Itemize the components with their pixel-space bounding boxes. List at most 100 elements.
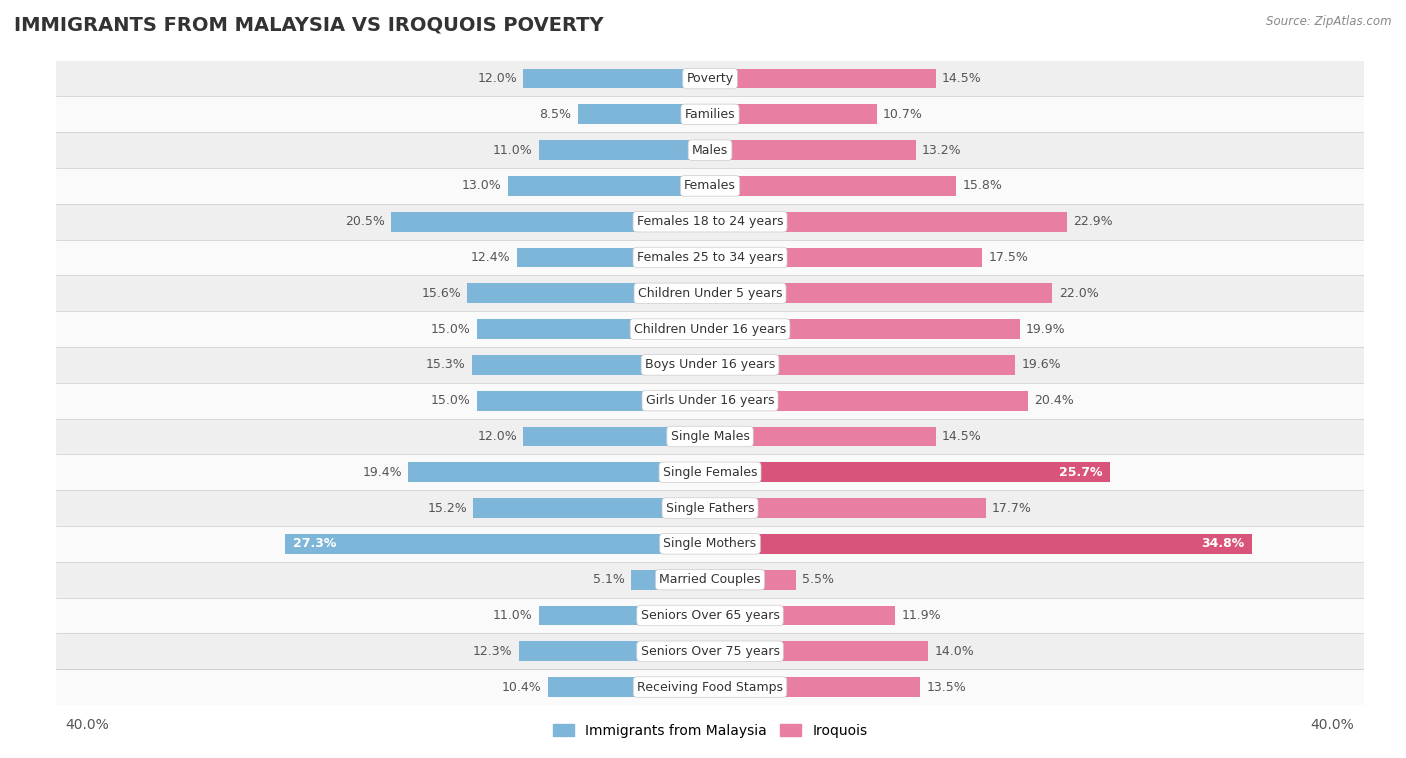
Text: 10.7%: 10.7% (883, 108, 922, 121)
Bar (56, 383, 1364, 418)
Bar (710, 391, 1028, 411)
Text: Single Mothers: Single Mothers (664, 537, 756, 550)
Text: 17.5%: 17.5% (988, 251, 1029, 264)
Text: 19.9%: 19.9% (1026, 323, 1066, 336)
Bar (56, 597, 1364, 634)
Bar (523, 427, 710, 446)
Bar (631, 570, 710, 590)
Text: 15.2%: 15.2% (427, 502, 467, 515)
Text: 25.7%: 25.7% (1059, 465, 1102, 479)
Bar (474, 498, 710, 518)
Text: 15.3%: 15.3% (426, 359, 465, 371)
Bar (710, 319, 1019, 339)
Bar (710, 283, 1053, 303)
Text: 12.3%: 12.3% (472, 645, 512, 658)
Text: 15.0%: 15.0% (430, 323, 470, 336)
Text: 14.5%: 14.5% (942, 72, 981, 85)
Text: 12.4%: 12.4% (471, 251, 510, 264)
Bar (710, 427, 936, 446)
Bar (710, 355, 1015, 374)
Text: 12.0%: 12.0% (477, 72, 517, 85)
Bar (710, 606, 896, 625)
Text: 22.0%: 22.0% (1059, 287, 1098, 300)
Text: 17.7%: 17.7% (991, 502, 1032, 515)
Legend: Immigrants from Malaysia, Iroquois: Immigrants from Malaysia, Iroquois (547, 718, 873, 743)
Text: 20.5%: 20.5% (344, 215, 385, 228)
Bar (710, 105, 876, 124)
Text: 5.1%: 5.1% (592, 573, 624, 586)
Text: Receiving Food Stamps: Receiving Food Stamps (637, 681, 783, 694)
Bar (508, 176, 710, 196)
Bar (56, 526, 1364, 562)
Bar (477, 319, 710, 339)
Bar (472, 355, 710, 374)
Bar (467, 283, 710, 303)
Text: 22.9%: 22.9% (1073, 215, 1112, 228)
Text: 11.0%: 11.0% (494, 143, 533, 157)
Bar (56, 168, 1364, 204)
Text: Seniors Over 65 years: Seniors Over 65 years (641, 609, 779, 622)
Text: 14.5%: 14.5% (942, 430, 981, 443)
Bar (56, 96, 1364, 132)
Text: Families: Families (685, 108, 735, 121)
Bar (56, 132, 1364, 168)
Text: 11.0%: 11.0% (494, 609, 533, 622)
Text: Poverty: Poverty (686, 72, 734, 85)
Text: 12.0%: 12.0% (477, 430, 517, 443)
Bar (56, 418, 1364, 454)
Bar (710, 212, 1067, 231)
Bar (56, 669, 1364, 705)
Bar (285, 534, 710, 553)
Text: 10.4%: 10.4% (502, 681, 541, 694)
Text: Children Under 16 years: Children Under 16 years (634, 323, 786, 336)
Bar (56, 204, 1364, 240)
Text: 19.4%: 19.4% (363, 465, 402, 479)
Text: Girls Under 16 years: Girls Under 16 years (645, 394, 775, 407)
Bar (523, 69, 710, 89)
Text: Married Couples: Married Couples (659, 573, 761, 586)
Bar (477, 391, 710, 411)
Text: 15.0%: 15.0% (430, 394, 470, 407)
Text: 13.5%: 13.5% (927, 681, 966, 694)
Bar (56, 347, 1364, 383)
Text: 20.4%: 20.4% (1033, 394, 1074, 407)
Text: Single Females: Single Females (662, 465, 758, 479)
Bar (408, 462, 710, 482)
Text: 34.8%: 34.8% (1201, 537, 1244, 550)
Bar (56, 61, 1364, 96)
Bar (710, 641, 928, 661)
Text: Single Fathers: Single Fathers (666, 502, 754, 515)
Text: Males: Males (692, 143, 728, 157)
Text: 27.3%: 27.3% (292, 537, 336, 550)
Text: 15.8%: 15.8% (962, 180, 1002, 193)
Bar (710, 176, 956, 196)
Text: 15.6%: 15.6% (422, 287, 461, 300)
Bar (56, 490, 1364, 526)
Text: 5.5%: 5.5% (801, 573, 834, 586)
Bar (710, 534, 1251, 553)
Text: Females: Females (685, 180, 735, 193)
Bar (391, 212, 710, 231)
Bar (710, 69, 936, 89)
Text: Children Under 5 years: Children Under 5 years (638, 287, 782, 300)
Text: Females 18 to 24 years: Females 18 to 24 years (637, 215, 783, 228)
Text: 11.9%: 11.9% (901, 609, 941, 622)
Text: Single Males: Single Males (671, 430, 749, 443)
Text: 14.0%: 14.0% (934, 645, 974, 658)
Bar (710, 498, 986, 518)
Text: Seniors Over 75 years: Seniors Over 75 years (641, 645, 779, 658)
Bar (56, 240, 1364, 275)
Bar (538, 140, 710, 160)
Bar (710, 570, 796, 590)
Text: Females 25 to 34 years: Females 25 to 34 years (637, 251, 783, 264)
Bar (56, 454, 1364, 490)
Text: 13.2%: 13.2% (922, 143, 962, 157)
Bar (578, 105, 710, 124)
Bar (710, 677, 920, 697)
Bar (548, 677, 710, 697)
Bar (517, 248, 710, 268)
Bar (710, 462, 1111, 482)
Bar (519, 641, 710, 661)
Text: Source: ZipAtlas.com: Source: ZipAtlas.com (1267, 15, 1392, 28)
Text: Boys Under 16 years: Boys Under 16 years (645, 359, 775, 371)
